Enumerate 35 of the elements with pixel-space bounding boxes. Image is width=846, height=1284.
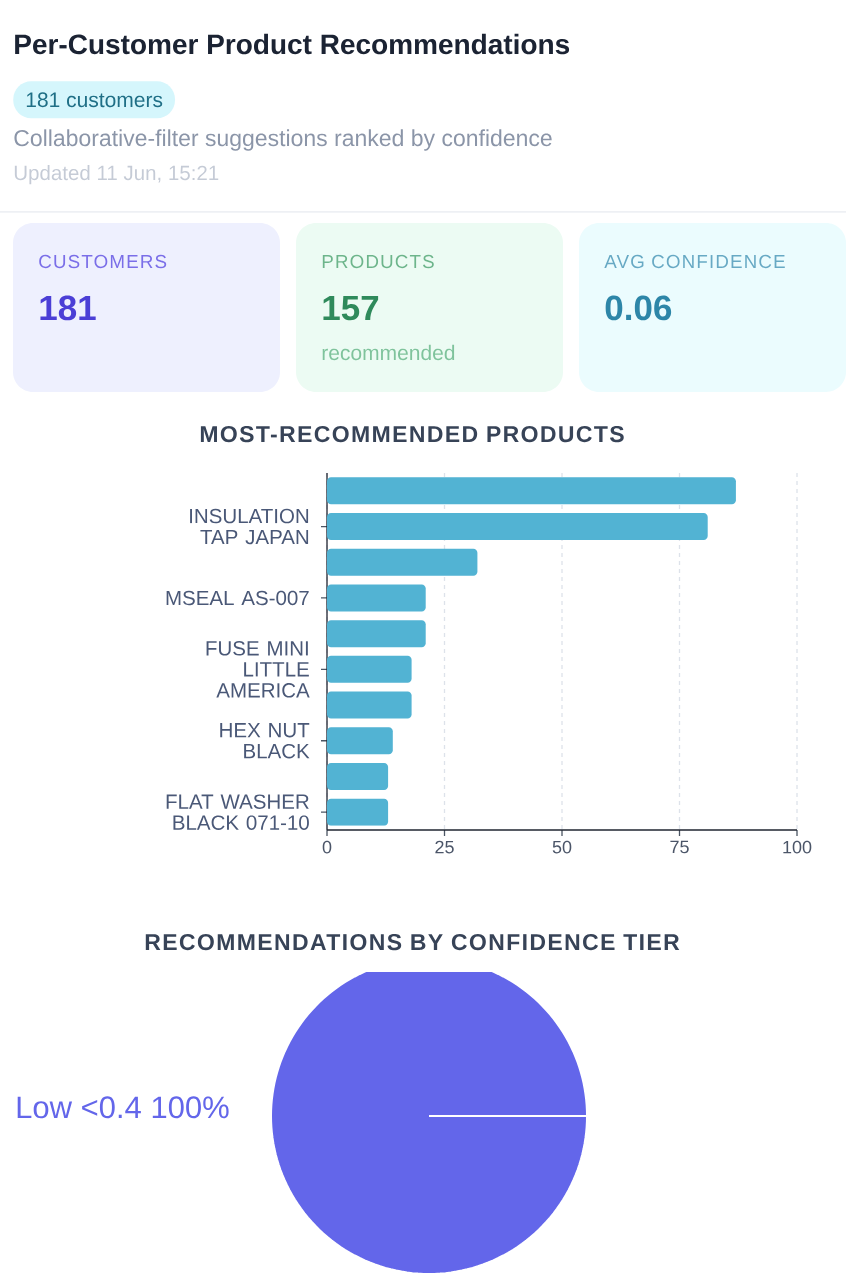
bar xyxy=(327,655,412,683)
text: CUSTOMERS xyxy=(39,254,167,269)
text: Updated 11 Jun, 15:21 xyxy=(14,165,219,185)
bar xyxy=(327,762,389,790)
bar xyxy=(327,548,478,576)
y-tick-label: FLAT WASHER BLACK 071-10 xyxy=(166,794,309,830)
x-tick-label: 50 xyxy=(552,840,572,854)
text: Per-Customer Product Recommendations xyxy=(15,33,570,55)
text: Collaborative-filter suggestions ranked by confidence xyxy=(14,129,552,151)
y-tick-label: FUSE MINI LITTLE AMERICA xyxy=(206,641,310,698)
x-tick-label: 100 xyxy=(783,840,812,854)
text: recommended xyxy=(322,344,455,361)
y-tick-label: INSULATION TAP JAPAN xyxy=(190,508,309,545)
slice-label: Low <0.4 xyxy=(17,1096,141,1119)
text: 157 xyxy=(323,295,379,321)
chart-title: RECOMMENDATIONS BY CONFIDENCE TIER xyxy=(145,933,680,951)
bar xyxy=(327,584,426,612)
text: AVG CONFIDENCE xyxy=(604,254,785,269)
y-tick-label: MSEAL AS-007 xyxy=(166,590,309,606)
data-label: 100% xyxy=(152,1096,229,1119)
text: PRODUCTS xyxy=(322,254,434,269)
bar xyxy=(327,691,412,719)
x-tick-label: 75 xyxy=(670,840,689,854)
y-tick-label: HEX NUT BLACK xyxy=(220,723,310,759)
text: 181 customers xyxy=(26,92,163,108)
bar xyxy=(327,477,736,505)
bar xyxy=(327,620,426,648)
x-tick-label: 0 xyxy=(322,840,332,854)
bar xyxy=(327,798,389,826)
text: 181 xyxy=(40,295,96,321)
bar xyxy=(327,727,393,755)
chart-title: MOST-RECOMMENDED PRODUCTS xyxy=(200,425,624,443)
text: 0.06 xyxy=(605,295,672,321)
x-tick-label: 25 xyxy=(435,840,454,854)
bar xyxy=(327,513,708,541)
